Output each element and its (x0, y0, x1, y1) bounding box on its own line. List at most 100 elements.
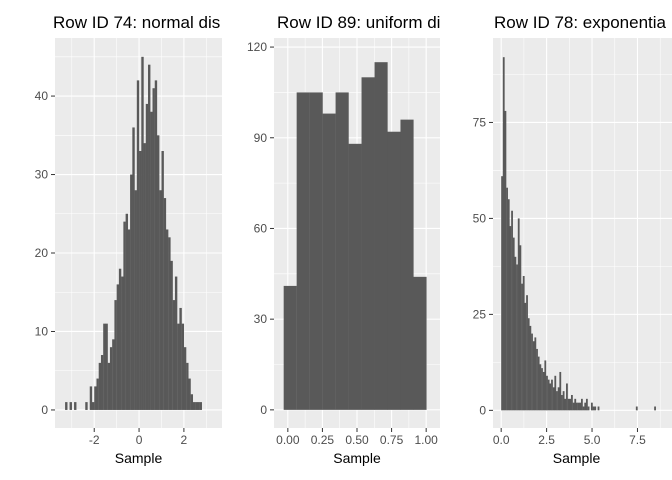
histogram-bar (361, 77, 375, 410)
histogram-bar (531, 333, 533, 411)
histogram-bar (559, 371, 562, 411)
histogram-bar (94, 386, 97, 410)
histogram-bar (136, 80, 140, 410)
histogram-bar (413, 276, 427, 410)
histogram-bar (172, 300, 176, 410)
histogram-bar (188, 378, 191, 410)
histogram-bars (65, 56, 202, 410)
histogram-bar (511, 210, 513, 411)
y-tick-label: 30 (35, 168, 49, 182)
histogram-bar (539, 364, 542, 411)
histogram-bar (597, 406, 600, 411)
x-axis-label: Sample (115, 450, 163, 466)
histogram-bar (143, 143, 146, 410)
x-axis-label: Sample (333, 450, 381, 466)
histogram-bar (132, 127, 135, 410)
histogram-bar (190, 394, 194, 410)
histogram-bar (542, 371, 545, 411)
histogram-bar (569, 398, 572, 411)
histogram-bar (199, 402, 202, 410)
histogram-bar (65, 402, 68, 410)
histogram-bar (554, 375, 557, 411)
x-tick-label: 2 (181, 433, 188, 447)
histogram-bar (590, 402, 593, 411)
histogram-bar (165, 229, 169, 410)
histogram-bar (587, 406, 590, 411)
histogram-bar (564, 398, 567, 411)
histogram-bar (524, 302, 527, 411)
y-tick-label: 0 (260, 403, 267, 417)
histogram-bar (181, 323, 185, 410)
histogram-bar (526, 295, 528, 411)
histogram-bar (527, 318, 530, 411)
histogram-bar (186, 362, 189, 410)
histogram-bar (283, 285, 297, 410)
histogram-bars (283, 62, 427, 410)
histogram-bar (521, 283, 523, 411)
histogram-bar (145, 103, 149, 410)
histogram-bar (580, 398, 583, 411)
histogram-bar (96, 378, 99, 410)
histogram-bar (501, 176, 503, 411)
y-tick-label: 40 (35, 89, 49, 103)
chart-title: Row ID 89: uniform di (277, 13, 440, 32)
histogram-bar (509, 226, 512, 411)
histogram-bar (512, 237, 515, 411)
histogram-bar (577, 402, 580, 411)
x-tick-label: 1.00 (414, 433, 438, 447)
x-tick-label: 5.0 (584, 433, 601, 447)
x-tick-label: -2 (89, 433, 100, 447)
histogram-bar (400, 119, 414, 410)
histogram-bar (109, 347, 113, 410)
histogram-bar (127, 229, 131, 410)
histogram-bar (159, 190, 162, 410)
histogram-bar (150, 111, 153, 410)
x-tick-label: 0.0 (493, 433, 510, 447)
histogram-bar (134, 190, 137, 410)
histogram-bar (105, 323, 108, 410)
histogram-bar (562, 391, 565, 411)
histogram-bar (107, 362, 111, 410)
histogram-bar (197, 402, 200, 410)
histogram-bar (592, 406, 595, 411)
y-tick-label: 120 (247, 40, 267, 54)
histogram-bar (556, 391, 558, 411)
histogram-bar (98, 362, 102, 410)
histogram-bar (566, 383, 568, 411)
histogram-bar (103, 323, 106, 410)
histogram-bar (163, 198, 167, 410)
histogram-bar (154, 80, 158, 410)
histogram-bar (514, 256, 517, 411)
histogram-bar (519, 245, 522, 411)
histogram-bar (549, 383, 552, 411)
histogram-bar (335, 92, 349, 410)
histogram-bar (635, 406, 638, 411)
histogram-bar (534, 337, 537, 411)
histogram-bar (85, 402, 88, 410)
histogram-bar (156, 135, 160, 410)
histogram-bar (654, 406, 656, 411)
histogram-bar (507, 199, 510, 411)
histogram-bar (118, 268, 122, 410)
histogram-bar (572, 402, 575, 411)
histogram-bar (536, 348, 538, 411)
histogram-bar (161, 150, 164, 410)
histogram-bar (522, 275, 525, 411)
histogram-bar (309, 92, 323, 410)
y-tick-label: 0 (479, 403, 486, 417)
histogram-bar (529, 325, 532, 411)
histogram-bar (544, 360, 547, 411)
histogram-bar (516, 264, 518, 411)
x-tick-label: 2.5 (538, 433, 555, 447)
histogram-bar (584, 402, 587, 411)
panel-3: 0.0 2.5 5.0 7.5 0 25 50 75 Sample Row ID 78: expo… (473, 13, 672, 466)
histogram-bar (192, 402, 196, 410)
histogram-bar (74, 402, 77, 410)
y-tick-label: 0 (41, 403, 48, 417)
histogram-bar (582, 406, 585, 411)
histogram-bar (179, 307, 182, 410)
histogram-bar (69, 402, 72, 410)
histogram-bar (532, 341, 535, 411)
panel-2: 0.00 0.25 0.50 0.75 1.00 0 30 60 90 120 Sample Row … (247, 13, 440, 466)
histogram-bar (517, 218, 520, 411)
